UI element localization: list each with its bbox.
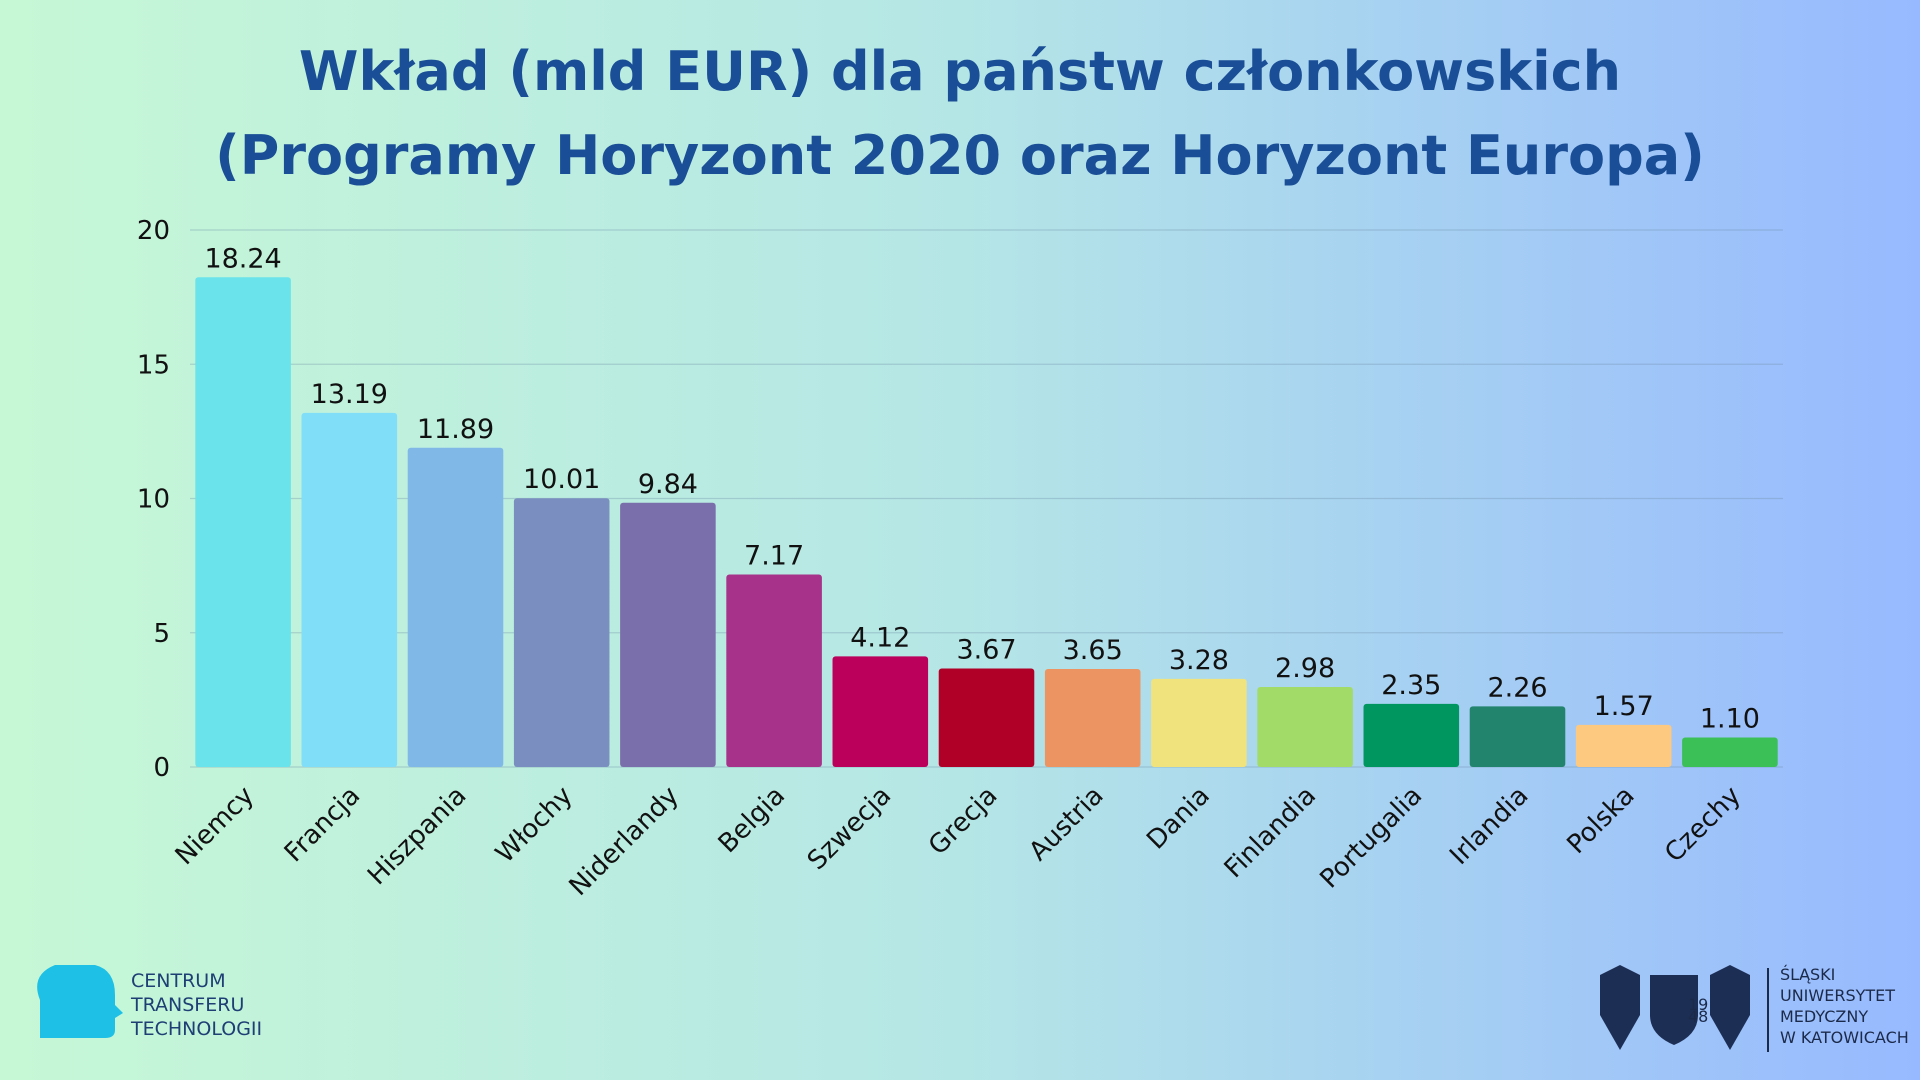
value-label: 13.19 <box>311 379 388 410</box>
bar <box>938 668 1035 767</box>
bar <box>620 502 716 767</box>
bar <box>832 656 929 767</box>
value-label: 1.10 <box>1700 703 1760 734</box>
crest-shield <box>1650 975 1698 1045</box>
logo-icon <box>37 965 124 1038</box>
crest-left <box>1600 965 1640 1050</box>
value-label: 10.01 <box>523 464 600 495</box>
bar <box>726 574 822 767</box>
value-label: 3.67 <box>956 634 1016 665</box>
value-label: 4.12 <box>850 622 910 653</box>
value-label: 9.84 <box>638 469 698 500</box>
logo-text: MEDYCZNY <box>1780 1007 1868 1026</box>
y-tick-label: 20 <box>137 216 170 246</box>
value-label: 11.89 <box>417 414 494 445</box>
value-label: 3.65 <box>1063 635 1123 666</box>
value-label: 3.28 <box>1169 645 1229 676</box>
bar <box>513 498 610 767</box>
value-label: 2.98 <box>1275 653 1335 684</box>
logo-text: W KATOWICACH <box>1780 1028 1909 1047</box>
bar <box>1044 668 1141 767</box>
bar <box>1469 706 1566 767</box>
chart-title: (Programy Horyzont 2020 oraz Horyzont Eu… <box>215 124 1705 187</box>
bar <box>1682 737 1778 767</box>
value-label: 18.24 <box>204 243 281 274</box>
value-label: 1.57 <box>1594 691 1654 722</box>
bar <box>407 447 504 767</box>
value-label: 2.35 <box>1381 670 1441 701</box>
crest-right <box>1710 965 1750 1050</box>
logo-text: ŚLĄSKI <box>1780 965 1835 984</box>
crest-year: 48 <box>1688 1007 1708 1026</box>
bar <box>1151 678 1247 767</box>
left-logo: CENTRUM TRANSFERU TECHNOLOGII <box>37 965 262 1040</box>
logo-text: CENTRUM <box>131 970 226 992</box>
logo-text: TRANSFERU <box>130 994 244 1016</box>
value-label: 7.17 <box>744 540 804 571</box>
logo-text: UNIWERSYTET <box>1780 986 1895 1005</box>
right-logo: 19 48 ŚLĄSKI UNIWERSYTET MEDYCZNY W KATO… <box>1600 965 1909 1052</box>
bar <box>195 277 291 767</box>
bar <box>301 412 398 767</box>
bar <box>1575 724 1672 767</box>
bar <box>1363 703 1460 767</box>
bar <box>1257 686 1353 767</box>
logo-text: TECHNOLOGII <box>130 1018 262 1040</box>
y-tick-label: 15 <box>137 350 170 380</box>
crest-year: 19 <box>1688 995 1708 1014</box>
y-tick-label: 10 <box>137 485 170 515</box>
y-tick-label: 5 <box>153 619 170 649</box>
value-label: 2.26 <box>1487 672 1547 703</box>
chart-title: Wkład (mld EUR) dla państw członkowskich <box>299 40 1621 103</box>
y-tick-label: 0 <box>153 753 170 783</box>
